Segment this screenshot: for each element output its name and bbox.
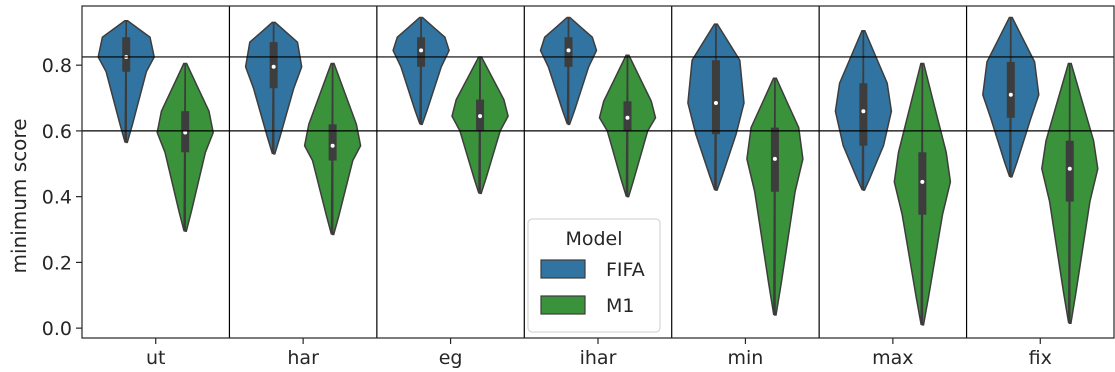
violin-fifa-min <box>687 23 745 191</box>
x-tick-label: ihar <box>580 347 617 369</box>
y-tick-label: 0.6 <box>42 121 72 143</box>
legend: Model FIFA M1 <box>527 218 661 333</box>
violin-m1-min <box>746 77 804 316</box>
violin-median-dot <box>772 156 777 161</box>
violin-median-dot <box>478 114 483 119</box>
legend-label-fifa: FIFA <box>606 259 645 281</box>
violin-median-dot <box>183 130 188 135</box>
violin-body <box>539 16 598 126</box>
violin-m1-fix <box>1041 62 1099 324</box>
violins-layer <box>97 16 1099 326</box>
violin-iqr-box <box>711 60 720 135</box>
violin-body <box>303 62 362 236</box>
y-tick-label: 0.4 <box>42 187 72 209</box>
violin-fifa-ihar <box>539 16 598 126</box>
legend-swatch-m1 <box>540 295 586 315</box>
y-tick-label: 0.0 <box>42 318 72 340</box>
violin-iqr-box <box>1006 61 1015 118</box>
x-tick-label: max <box>872 347 913 369</box>
violin-fifa-har <box>244 21 303 155</box>
violin-fifa-max <box>834 29 893 191</box>
violin-median-dot <box>271 64 276 69</box>
violin-body <box>244 21 303 155</box>
violin-median-dot <box>861 109 866 114</box>
x-tick-label: min <box>728 347 764 369</box>
violin-median-dot <box>330 143 335 148</box>
violin-fifa-eg <box>392 16 450 126</box>
axes-layer: 0.0 0.2 0.4 0.6 0.8 ut har eg ihar min max fix <box>42 5 1115 369</box>
violin-median-dot <box>1008 92 1013 97</box>
violin-iqr-box <box>859 83 868 146</box>
violin-median-dot <box>625 115 630 120</box>
violin-median-dot <box>566 48 571 53</box>
x-tick-label: ut <box>146 347 166 369</box>
y-tick-label: 0.2 <box>42 252 72 274</box>
x-tick-label: eg <box>439 347 463 369</box>
violin-median-dot <box>713 100 718 105</box>
violin-median-dot <box>419 48 424 53</box>
y-axis-label: minimum score <box>7 118 31 273</box>
x-tick-label: fix <box>1029 347 1052 369</box>
legend-title: Model <box>565 228 622 250</box>
y-tick-label: 0.8 <box>42 55 72 77</box>
violin-iqr-box <box>122 37 131 72</box>
violin-m1-max <box>893 62 952 326</box>
violin-iqr-box <box>328 124 337 161</box>
violin-iqr-box <box>1065 140 1074 202</box>
reference-lines <box>82 56 1114 132</box>
legend-swatch-fifa <box>540 259 586 279</box>
violin-body <box>746 77 804 316</box>
violin-median-dot <box>920 179 925 184</box>
legend-label-m1: M1 <box>606 295 634 317</box>
violin-m1-har <box>303 62 362 236</box>
violin-m1-ihar <box>598 54 657 198</box>
violin-median-dot <box>1067 166 1072 171</box>
violin-m1-ut <box>156 62 214 232</box>
x-tick-label: har <box>287 347 319 369</box>
